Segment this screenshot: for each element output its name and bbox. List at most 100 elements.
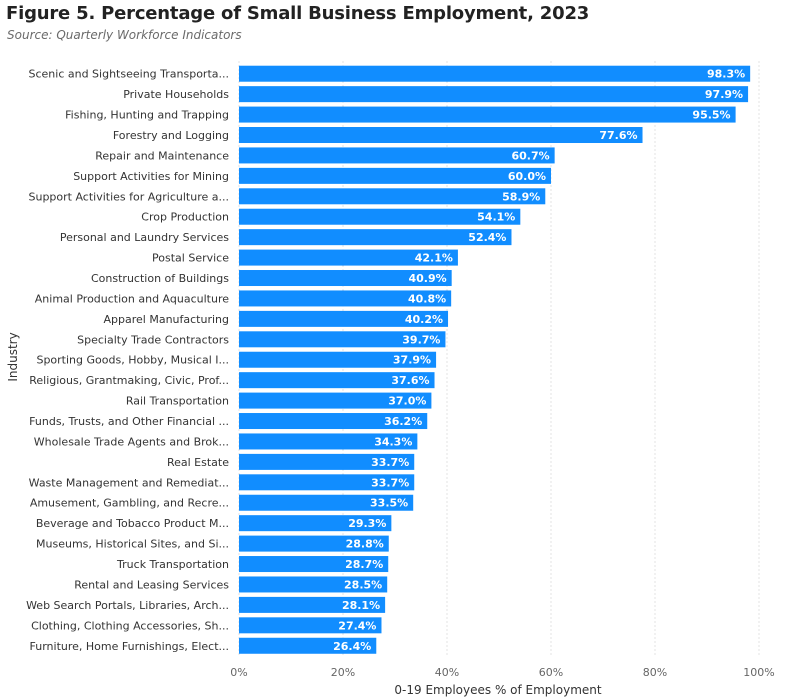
category-label: Real Estate <box>167 456 229 469</box>
bar[interactable] <box>239 229 512 246</box>
x-tick-label: 60% <box>539 666 563 679</box>
category-label: Religious, Grantmaking, Civic, Prof... <box>29 374 229 387</box>
bar[interactable] <box>239 290 452 307</box>
value-label: 60.0% <box>508 170 546 183</box>
value-label: 28.1% <box>342 599 380 612</box>
value-label: 52.4% <box>468 231 506 244</box>
bar[interactable] <box>239 351 437 368</box>
value-label: 40.2% <box>405 313 443 326</box>
category-label: Support Activities for Mining <box>73 170 229 183</box>
category-label: Rental and Leasing Services <box>74 578 229 591</box>
bars <box>239 65 751 654</box>
x-tick-label: 80% <box>643 666 667 679</box>
bar[interactable] <box>239 474 415 491</box>
value-label: 37.6% <box>391 374 429 387</box>
value-label: 28.7% <box>345 558 383 571</box>
bar[interactable] <box>239 188 546 205</box>
category-label: Museums, Historical Sites, and Si... <box>36 538 229 551</box>
category-label: Wholesale Trade Agents and Brok... <box>34 435 229 448</box>
value-label: 33.5% <box>370 497 408 510</box>
value-label: 27.4% <box>338 619 376 632</box>
bar[interactable] <box>239 127 643 144</box>
category-label: Personal and Laundry Services <box>60 231 229 244</box>
category-label: Beverage and Tobacco Product M... <box>36 517 229 530</box>
bar[interactable] <box>239 106 736 123</box>
category-label: Specialty Trade Contractors <box>77 333 229 346</box>
bar[interactable] <box>239 167 551 184</box>
value-label: 33.7% <box>371 476 409 489</box>
category-label: Scenic and Sightseeing Transporta... <box>29 68 230 81</box>
bar[interactable] <box>239 535 389 552</box>
value-label: 36.2% <box>384 415 422 428</box>
bar[interactable] <box>239 147 555 164</box>
x-tick-label: 20% <box>331 666 355 679</box>
value-label: 77.6% <box>599 129 637 142</box>
value-labels: 98.3% 97.9% 95.5% 77.6% 60.7% 60.0% 58.9% 54.1%… <box>333 68 745 653</box>
value-label: 33.7% <box>371 456 409 469</box>
value-label: 97.9% <box>705 88 743 101</box>
value-label: 98.3% <box>707 68 745 81</box>
value-label: 39.7% <box>402 333 440 346</box>
category-label: Clothing, Clothing Accessories, Sh... <box>31 619 229 632</box>
category-label: Forestry and Logging <box>113 129 229 142</box>
value-label: 37.9% <box>393 354 431 367</box>
value-label: 29.3% <box>348 517 386 530</box>
value-label: 42.1% <box>415 252 453 265</box>
bar[interactable] <box>239 453 415 470</box>
value-label: 58.9% <box>502 190 540 203</box>
category-label: Support Activities for Agriculture a... <box>28 190 229 203</box>
category-label: Waste Management and Remediat... <box>29 476 229 489</box>
category-label: Truck Transportation <box>116 558 229 571</box>
bar[interactable] <box>239 331 446 348</box>
bar[interactable] <box>239 310 449 327</box>
bar[interactable] <box>239 596 386 613</box>
bar[interactable] <box>239 270 452 287</box>
bar[interactable] <box>239 515 392 532</box>
value-label: 28.5% <box>344 578 382 591</box>
category-label: Fishing, Hunting and Trapping <box>65 109 229 122</box>
bar[interactable] <box>239 86 749 103</box>
y-axis-title: Industry <box>6 332 20 381</box>
category-label: Crop Production <box>141 211 229 224</box>
bar[interactable] <box>239 208 521 225</box>
x-tick-label: 0% <box>230 666 247 679</box>
bar[interactable] <box>239 65 751 82</box>
bar[interactable] <box>239 413 428 430</box>
chart-subtitle: Source: Quarterly Workforce Indicators <box>7 28 242 42</box>
category-label: Furniture, Home Furnishings, Elect... <box>30 640 229 653</box>
bar[interactable] <box>239 392 432 409</box>
value-label: 60.7% <box>511 149 549 162</box>
category-label: Amusement, Gambling, and Recre... <box>30 497 229 510</box>
chart-title: Figure 5. Percentage of Small Business E… <box>6 3 590 24</box>
category-label: Repair and Maintenance <box>95 149 229 162</box>
value-label: 95.5% <box>692 109 730 122</box>
bar[interactable] <box>239 249 458 266</box>
value-label: 40.8% <box>408 292 446 305</box>
value-label: 37.0% <box>388 395 426 408</box>
category-label: Apparel Manufacturing <box>104 313 230 326</box>
x-tick-label: 40% <box>435 666 459 679</box>
bar[interactable] <box>239 617 382 634</box>
value-label: 34.3% <box>374 435 412 448</box>
category-label: Construction of Buildings <box>91 272 229 285</box>
value-label: 26.4% <box>333 640 371 653</box>
category-label: Rail Transportation <box>126 395 229 408</box>
category-label: Postal Service <box>152 252 229 265</box>
bar[interactable] <box>239 637 377 654</box>
category-label: Private Households <box>123 88 229 101</box>
bar[interactable] <box>239 494 414 511</box>
category-label: Web Search Portals, Libraries, Arch... <box>26 599 229 612</box>
category-label: Animal Production and Aquaculture <box>35 292 229 305</box>
value-label: 28.8% <box>346 538 384 551</box>
bar[interactable] <box>239 372 435 389</box>
category-label: Funds, Trusts, and Other Financial ... <box>29 415 229 428</box>
x-tick-labels: 0% 20% 40% 60% 80% 100% <box>230 666 774 679</box>
value-label: 54.1% <box>477 211 515 224</box>
bar[interactable] <box>239 433 418 450</box>
bar[interactable] <box>239 576 388 593</box>
bar[interactable] <box>239 556 389 573</box>
value-label: 40.9% <box>409 272 447 285</box>
x-tick-label: 100% <box>743 666 774 679</box>
category-labels: Scenic and Sightseeing Transporta... Priv… <box>26 68 229 653</box>
